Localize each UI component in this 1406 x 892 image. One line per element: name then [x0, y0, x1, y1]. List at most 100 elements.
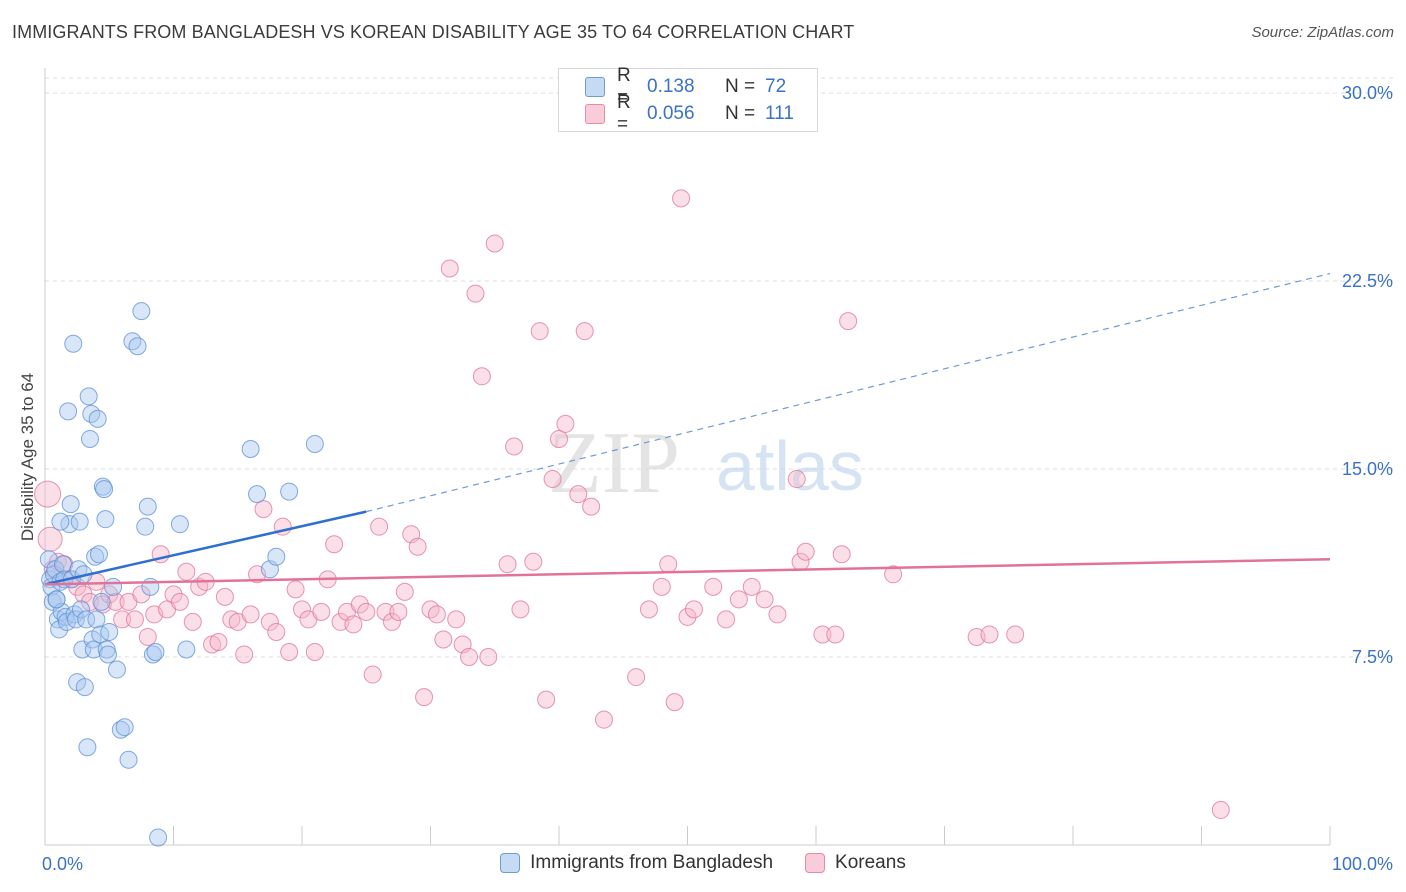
data-point [569, 485, 588, 504]
data-point [115, 718, 134, 737]
data-point [183, 612, 202, 631]
y-tick-label: 30.0% [1342, 83, 1393, 103]
legend-n-value: 111 [765, 103, 794, 124]
data-point [415, 688, 434, 707]
data-point [286, 580, 305, 599]
data-point [305, 434, 324, 453]
legend-swatch-blue [500, 853, 521, 873]
bangladesh-trend-extension [366, 272, 1331, 513]
data-point [350, 595, 369, 614]
data-point [498, 555, 517, 574]
data-point [796, 542, 815, 561]
data-point [280, 643, 299, 662]
watermark: ZIP atlas [548, 415, 864, 512]
bangladesh-points [39, 302, 324, 847]
data-point [408, 537, 427, 556]
data-point [132, 585, 151, 604]
legend-row-blue: R = 0.138 N = 72 [585, 65, 787, 108]
data-point [678, 607, 697, 626]
data-point [254, 500, 273, 519]
data-point [146, 643, 165, 662]
data-point [267, 547, 286, 566]
data-point [235, 645, 254, 664]
legend-swatch-blue [585, 77, 605, 97]
data-point [107, 660, 126, 679]
data-point [138, 627, 157, 646]
data-point [132, 302, 151, 321]
data-point [832, 545, 851, 564]
data-point [47, 590, 66, 609]
data-point [149, 828, 168, 847]
data-point [389, 602, 408, 621]
data-point [884, 565, 903, 584]
data-point [370, 517, 389, 536]
data-point [66, 610, 85, 629]
tick-labels: 7.5% 15.0% 22.5% 30.0% 0.0% 100.0% [42, 83, 1393, 874]
y-axis-label: Disability Age 35 to 64 [18, 373, 37, 541]
data-point [138, 497, 157, 516]
data-point [75, 678, 94, 697]
data-point [312, 602, 331, 621]
data-point [136, 517, 155, 536]
data-point [382, 612, 401, 631]
data-point [177, 562, 196, 581]
data-point [241, 439, 260, 458]
watermark-atlas: atlas [716, 427, 864, 505]
correlation-legend: R = 0.138 N = 72 R = 0.056 N = 111 [558, 65, 818, 135]
data-point [550, 429, 568, 448]
data-point [34, 480, 62, 508]
data-point [113, 610, 132, 629]
data-point [305, 643, 324, 662]
data-point [37, 526, 63, 552]
source-label: Source: ZipAtlas.com [1251, 24, 1394, 41]
data-point [1006, 625, 1025, 644]
data-point [344, 615, 363, 634]
data-point [293, 600, 311, 619]
data-point [742, 577, 761, 596]
data-point [357, 602, 376, 621]
data-point [652, 577, 671, 596]
data-point [92, 592, 111, 611]
data-point [215, 587, 234, 606]
legend-n-label: N = [725, 103, 756, 124]
data-point [639, 600, 658, 619]
x-tick-label: 100.0% [1332, 854, 1393, 874]
axes [44, 68, 1331, 846]
data-point [128, 337, 147, 356]
data-point [71, 600, 90, 619]
data-point [141, 577, 160, 596]
legend-n-label: N = [725, 76, 756, 97]
legend-r-value: 0.056 [647, 103, 695, 124]
data-point [472, 367, 491, 386]
data-point [170, 592, 189, 611]
data-point [64, 334, 83, 353]
data-point [61, 495, 80, 514]
data-point [460, 648, 479, 667]
data-point [505, 437, 524, 456]
x-tick-label: 0.0% [42, 854, 83, 874]
data-point [119, 750, 138, 769]
legend-n-value: 72 [765, 76, 787, 97]
data-point [59, 402, 78, 421]
data-point [267, 622, 286, 641]
data-point [485, 234, 504, 253]
legend-label-bangladesh: Immigrants from Bangladesh [530, 852, 774, 873]
data-point [440, 259, 459, 278]
y-tick-label: 22.5% [1342, 271, 1393, 291]
data-point [582, 497, 601, 516]
data-point [684, 600, 703, 619]
koreans-trend-line [44, 558, 1331, 586]
legend-row-pink: R = 0.056 N = 111 [585, 92, 794, 135]
data-point [839, 312, 858, 331]
data-point [575, 322, 594, 341]
data-point [125, 610, 144, 629]
data-point [556, 414, 575, 433]
data-point [511, 600, 530, 619]
series-legend: Immigrants from Bangladesh Koreans [0, 852, 1406, 874]
data-point [395, 582, 414, 601]
data-point [79, 387, 98, 406]
data-point [209, 632, 228, 651]
data-point [77, 610, 96, 629]
data-point [170, 515, 189, 534]
